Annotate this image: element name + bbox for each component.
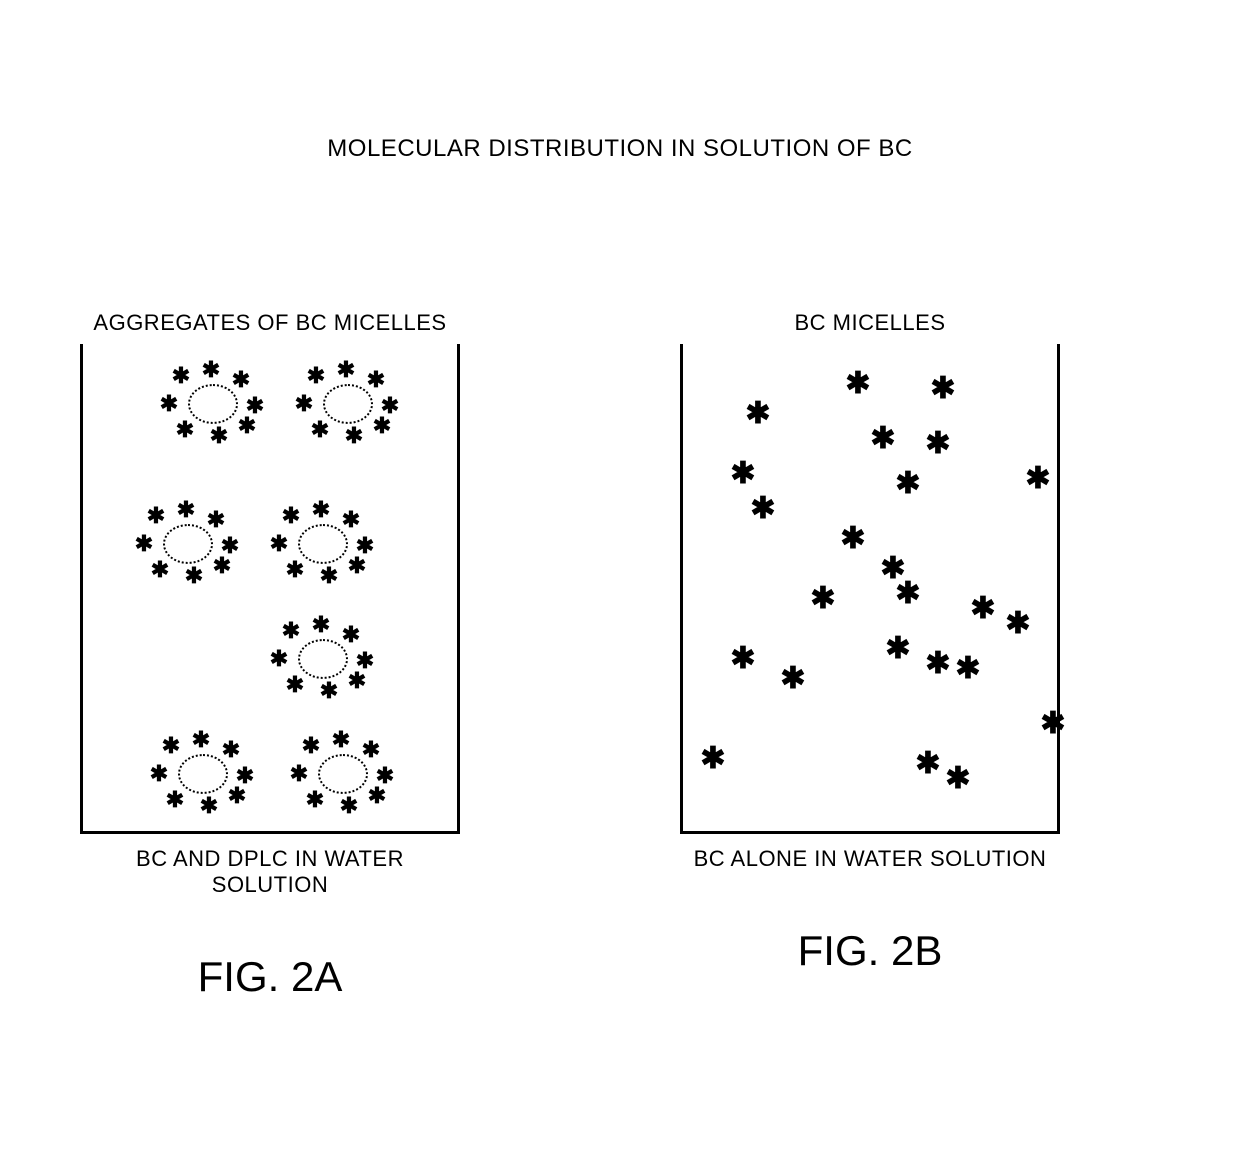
panel-left-fig-label: FIG. 2A xyxy=(80,953,460,1001)
cluster-asterisk: ✱ xyxy=(306,789,324,811)
micelle-asterisk: ✱ xyxy=(925,649,950,679)
cluster-asterisk: ✱ xyxy=(348,670,366,692)
micelle-asterisk: ✱ xyxy=(845,369,870,399)
cluster-asterisk: ✱ xyxy=(342,624,360,646)
cluster-asterisk: ✱ xyxy=(312,614,330,636)
cluster-asterisk: ✱ xyxy=(166,789,184,811)
micelle-asterisk: ✱ xyxy=(955,654,980,684)
micelle-asterisk: ✱ xyxy=(870,424,895,454)
cluster-dotted-core xyxy=(323,384,373,424)
cluster-asterisk: ✱ xyxy=(270,648,288,670)
cluster-asterisk: ✱ xyxy=(238,415,256,437)
micelle-asterisk: ✱ xyxy=(1025,464,1050,494)
cluster-asterisk: ✱ xyxy=(307,365,325,387)
cluster-asterisk: ✱ xyxy=(162,735,180,757)
cluster-dotted-core xyxy=(298,639,348,679)
cluster-asterisk: ✱ xyxy=(207,509,225,531)
cluster-dotted-core xyxy=(188,384,238,424)
cluster-asterisk: ✱ xyxy=(147,505,165,527)
cluster-asterisk: ✱ xyxy=(332,729,350,751)
panel-left-box: ✱ ✱ ✱ ✱ ✱ ✱ ✱ ✱ ✱ ✱ ✱ ✱ ✱ ✱ ✱ ✱ ✱ ✱ ✱ ✱ ✱ ✱ ✱ ✱ ✱ ✱ ✱ ✱ ✱ ✱ ✱ ✱ ✱ ✱ ✱ ✱ ✱ ✱ ✱ ✱… xyxy=(80,344,460,834)
cluster-asterisk: ✱ xyxy=(202,359,220,381)
aggregate-cluster: ✱✱✱✱✱✱✱✱ xyxy=(298,364,398,444)
micelle-asterisk: ✱ xyxy=(930,374,955,404)
aggregate-cluster: ✱✱✱✱✱✱✱✱ xyxy=(293,734,393,814)
cluster-dotted-core xyxy=(318,754,368,794)
cluster-asterisk: ✱ xyxy=(373,415,391,437)
cluster-asterisk: ✱ xyxy=(340,795,358,817)
cluster-asterisk: ✱ xyxy=(286,674,304,696)
cluster-asterisk: ✱ xyxy=(282,620,300,642)
micelle-asterisk: ✱ xyxy=(750,494,775,524)
aggregate-cluster: ✱✱✱✱✱✱✱✱ xyxy=(273,504,373,584)
panel-right-fig-label: FIG. 2B xyxy=(680,927,1060,975)
cluster-asterisk: ✱ xyxy=(367,369,385,391)
cluster-asterisk: ✱ xyxy=(228,785,246,807)
cluster-asterisk: ✱ xyxy=(290,763,308,785)
cluster-asterisk: ✱ xyxy=(362,739,380,761)
micelle-asterisk: ✱ xyxy=(810,584,835,614)
panel-right: BC MICELLES ✱✱✱✱✱✱✱✱✱✱✱✱✱✱✱✱✱✱✱✱✱✱✱✱ BC … xyxy=(680,310,1060,975)
micelle-asterisk: ✱ xyxy=(745,399,770,429)
cluster-asterisk: ✱ xyxy=(232,369,250,391)
cluster-dotted-core xyxy=(298,524,348,564)
micelle-asterisk: ✱ xyxy=(895,579,920,609)
cluster-asterisk: ✱ xyxy=(348,555,366,577)
cluster-asterisk: ✱ xyxy=(185,565,203,587)
micelle-asterisk: ✱ xyxy=(1005,609,1030,639)
micelle-asterisk: ✱ xyxy=(700,744,725,774)
cluster-asterisk: ✱ xyxy=(368,785,386,807)
panel-left: AGGREGATES OF BC MICELLES ✱✱✱✱✱✱✱✱✱✱✱✱✱✱… xyxy=(80,310,460,1001)
cluster-asterisk: ✱ xyxy=(342,509,360,531)
cluster-dotted-core xyxy=(178,754,228,794)
micelle-asterisk: ✱ xyxy=(925,429,950,459)
aggregate-cluster: ✱✱✱✱✱✱✱✱ xyxy=(163,364,263,444)
panel-left-caption: BC AND DPLC IN WATER SOLUTION xyxy=(80,846,460,898)
micelle-asterisk: ✱ xyxy=(915,749,940,779)
cluster-asterisk: ✱ xyxy=(270,533,288,555)
cluster-asterisk: ✱ xyxy=(151,559,169,581)
cluster-asterisk: ✱ xyxy=(176,419,194,441)
cluster-asterisk: ✱ xyxy=(320,565,338,587)
cluster-asterisk: ✱ xyxy=(150,763,168,785)
cluster-asterisk: ✱ xyxy=(337,359,355,381)
micelle-asterisk: ✱ xyxy=(780,664,805,694)
aggregate-cluster: ✱✱✱✱✱✱✱✱ xyxy=(273,619,373,699)
cluster-asterisk: ✱ xyxy=(282,505,300,527)
main-title: MOLECULAR DISTRIBUTION IN SOLUTION OF BC xyxy=(0,135,1240,163)
cluster-asterisk: ✱ xyxy=(135,533,153,555)
cluster-asterisk: ✱ xyxy=(213,555,231,577)
cluster-dotted-core xyxy=(163,524,213,564)
cluster-asterisk: ✱ xyxy=(160,393,178,415)
cluster-asterisk: ✱ xyxy=(192,729,210,751)
panel-right-box: ✱✱✱✱✱✱✱✱✱✱✱✱✱✱✱✱✱✱✱✱✱✱✱✱ xyxy=(680,344,1060,834)
cluster-asterisk: ✱ xyxy=(286,559,304,581)
cluster-asterisk: ✱ xyxy=(172,365,190,387)
panel-right-caption: BC ALONE IN WATER SOLUTION xyxy=(680,846,1060,872)
cluster-asterisk: ✱ xyxy=(311,419,329,441)
panel-left-title: AGGREGATES OF BC MICELLES xyxy=(80,310,460,336)
cluster-asterisk: ✱ xyxy=(177,499,195,521)
cluster-asterisk: ✱ xyxy=(320,680,338,702)
cluster-asterisk: ✱ xyxy=(312,499,330,521)
micelle-asterisk: ✱ xyxy=(895,469,920,499)
cluster-asterisk: ✱ xyxy=(222,739,240,761)
cluster-asterisk: ✱ xyxy=(210,425,228,447)
micelle-asterisk: ✱ xyxy=(885,634,910,664)
cluster-asterisk: ✱ xyxy=(295,393,313,415)
micelle-asterisk: ✱ xyxy=(970,594,995,624)
aggregate-cluster: ✱✱✱✱✱✱✱✱ xyxy=(138,504,238,584)
cluster-asterisk: ✱ xyxy=(302,735,320,757)
micelle-asterisk: ✱ xyxy=(730,644,755,674)
micelle-asterisk: ✱ xyxy=(945,764,970,794)
cluster-asterisk: ✱ xyxy=(200,795,218,817)
micelle-asterisk: ✱ xyxy=(840,524,865,554)
micelle-asterisk: ✱ xyxy=(730,459,755,489)
panel-right-title: BC MICELLES xyxy=(680,310,1060,336)
cluster-asterisk: ✱ xyxy=(345,425,363,447)
aggregate-cluster: ✱✱✱✱✱✱✱✱ xyxy=(153,734,253,814)
micelle-asterisk: ✱ xyxy=(1040,709,1065,739)
